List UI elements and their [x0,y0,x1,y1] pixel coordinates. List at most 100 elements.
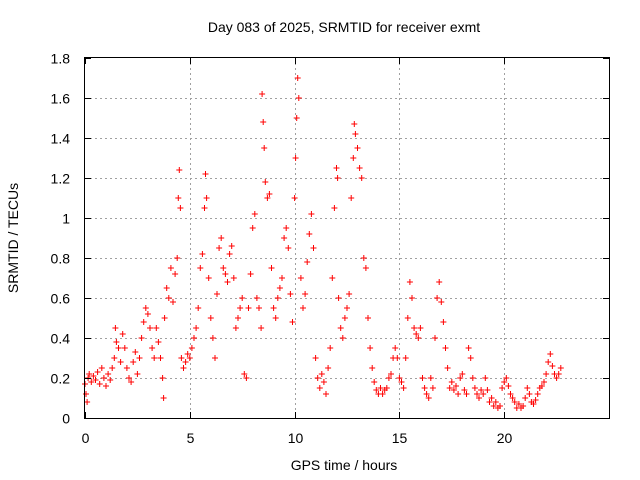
data-point [304,259,311,265]
data-point [482,375,489,381]
data-point [453,383,459,389]
data-point [201,205,208,211]
data-point [178,355,185,361]
data-point [450,387,457,393]
data-point [421,385,428,391]
data-point [149,345,156,351]
data-point [409,295,415,301]
data-point [427,375,434,381]
data-point [425,395,432,401]
data-point [293,115,300,121]
data-point [138,335,145,341]
data-point [205,275,212,281]
data-point [396,375,403,381]
data-point [84,399,91,405]
data-point [509,395,516,401]
data-point [327,345,334,351]
data-point [83,391,89,397]
data-point [341,315,348,321]
data-point [411,325,418,331]
data-point [195,305,202,311]
data-point [511,399,518,405]
data-point [294,75,301,81]
data-point [400,385,407,391]
data-point [191,335,197,341]
data-point [289,319,296,325]
data-point [174,255,181,261]
data-point [112,325,119,331]
data-point [142,305,149,311]
data-point [335,295,342,301]
data-point [444,365,451,371]
data-point [402,355,409,361]
data-point [406,279,413,285]
data-point [262,179,269,185]
data-point [318,371,325,377]
data-point [354,145,361,151]
data-point [96,381,103,387]
data-point [457,375,464,381]
data-point [295,95,302,101]
data-point [147,325,153,331]
data-point [360,255,367,261]
data-point [339,335,346,341]
data-point [237,305,244,311]
data-point [545,359,552,365]
data-point [538,383,545,389]
data-point [467,355,474,361]
data-point [434,295,441,301]
data-point [515,401,522,407]
data-point [325,365,332,371]
data-point [310,245,317,251]
y-tick-label: 0.8 [51,251,71,267]
data-point [484,387,491,393]
data-point [251,211,258,217]
data-point [415,335,422,341]
data-point [197,265,204,271]
data-point [440,319,447,325]
data-point [471,385,478,391]
data-point [256,305,262,311]
data-point [241,371,248,377]
data-point [90,373,97,379]
data-point [423,391,430,397]
data-point [371,379,378,385]
data-point [98,365,105,371]
data-point [144,311,151,317]
data-point [323,391,329,397]
data-point [526,391,533,397]
data-point [214,291,220,297]
data-point [184,351,191,357]
x-tick-labels: 0 5 10 15 20 [82,430,513,446]
data-point [417,325,424,331]
data-point [115,345,122,351]
data-point [203,195,210,201]
data-point [170,299,176,305]
data-point [524,385,531,391]
data-point [176,167,183,173]
data-point [297,275,304,281]
data-point [377,385,384,391]
y-tick-label: 0.6 [51,291,71,307]
data-point [222,271,229,277]
data-point [306,231,313,237]
data-point [429,385,436,391]
data-point [497,403,503,409]
data-point [161,315,168,321]
data-point [555,371,562,377]
y-tick-label: 0 [62,411,70,427]
data-point [455,391,462,397]
x-axis-title: GPS time / hours [291,457,398,473]
data-point [283,225,290,231]
data-point [413,331,420,337]
data-point [107,377,114,383]
data-point [253,295,260,301]
x-tick-label: 5 [187,430,195,446]
data-point [503,375,510,381]
data-point [113,339,120,345]
data-point [230,275,237,281]
data-point [245,305,252,311]
data-point [159,375,166,381]
data-point [177,205,184,211]
